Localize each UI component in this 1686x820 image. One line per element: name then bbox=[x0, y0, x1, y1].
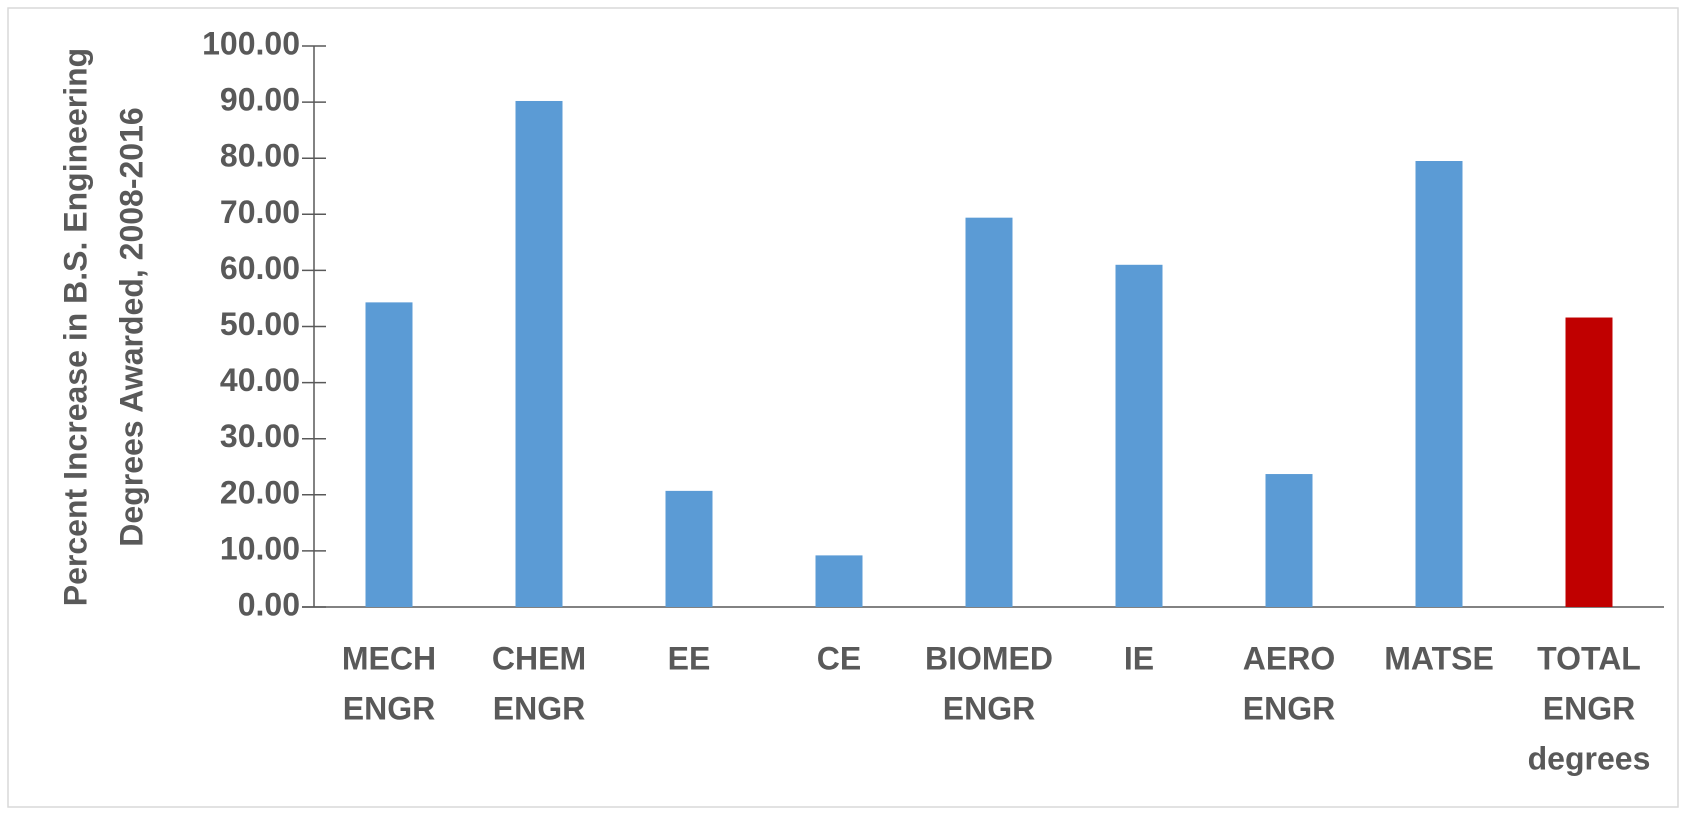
y-tick-label: 60.00 bbox=[220, 250, 300, 286]
y-tick-label: 70.00 bbox=[220, 194, 300, 230]
x-tick-label: CHEM bbox=[492, 640, 586, 676]
bar bbox=[1415, 161, 1463, 607]
bar bbox=[665, 490, 713, 607]
x-tick-label: ENGR bbox=[1243, 690, 1335, 726]
x-tick-label: ENGR bbox=[493, 690, 585, 726]
x-tick-label: ENGR bbox=[943, 690, 1035, 726]
x-tick-label: ENGR bbox=[1543, 690, 1635, 726]
bar bbox=[965, 217, 1013, 607]
y-tick-label: 90.00 bbox=[220, 82, 300, 118]
chart-frame bbox=[7, 7, 1679, 808]
x-tick-label: MECH bbox=[342, 640, 436, 676]
x-tick-label: EE bbox=[668, 640, 711, 676]
bar bbox=[1265, 474, 1313, 607]
x-tick-label: BIOMED bbox=[925, 640, 1053, 676]
y-tick-label: 80.00 bbox=[220, 138, 300, 174]
y-axis-title-line: Degrees Awarded, 2008-2016 bbox=[113, 107, 149, 546]
y-tick-label: 100.00 bbox=[202, 25, 300, 61]
y-axis-title-line: Percent Increase in B.S. Engineering bbox=[57, 48, 93, 606]
x-tick-label: AERO bbox=[1243, 640, 1335, 676]
bar bbox=[1565, 317, 1613, 607]
bar bbox=[1115, 264, 1163, 607]
x-tick-label: ENGR bbox=[343, 690, 435, 726]
y-axis-title: Percent Increase in B.S. Engineering Deg… bbox=[57, 48, 149, 606]
y-tick-label: 30.00 bbox=[220, 418, 300, 454]
y-tick-label: 10.00 bbox=[220, 530, 300, 566]
x-tick-label: TOTAL bbox=[1537, 640, 1641, 676]
bar bbox=[815, 555, 863, 607]
x-tick-label: CE bbox=[817, 640, 861, 676]
bar bbox=[365, 302, 413, 607]
bar bbox=[515, 100, 563, 607]
y-tick-label: 0.00 bbox=[238, 586, 300, 622]
x-tick-label: degrees bbox=[1528, 740, 1651, 776]
y-tick-label: 20.00 bbox=[220, 474, 300, 510]
x-tick-label: MATSE bbox=[1384, 640, 1494, 676]
x-tick-label: IE bbox=[1124, 640, 1154, 676]
y-tick-label: 50.00 bbox=[220, 306, 300, 342]
y-tick-label: 40.00 bbox=[220, 362, 300, 398]
